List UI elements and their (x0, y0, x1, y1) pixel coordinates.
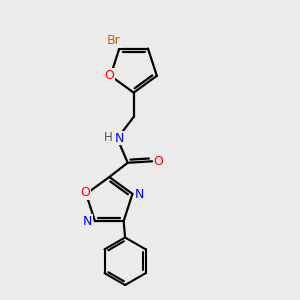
Text: N: N (135, 188, 145, 201)
Text: H: H (103, 131, 112, 144)
Text: O: O (104, 69, 114, 82)
Text: O: O (154, 155, 164, 168)
Text: O: O (81, 186, 90, 199)
Text: N: N (83, 215, 92, 228)
Text: N: N (115, 132, 124, 145)
Text: Br: Br (107, 34, 121, 47)
